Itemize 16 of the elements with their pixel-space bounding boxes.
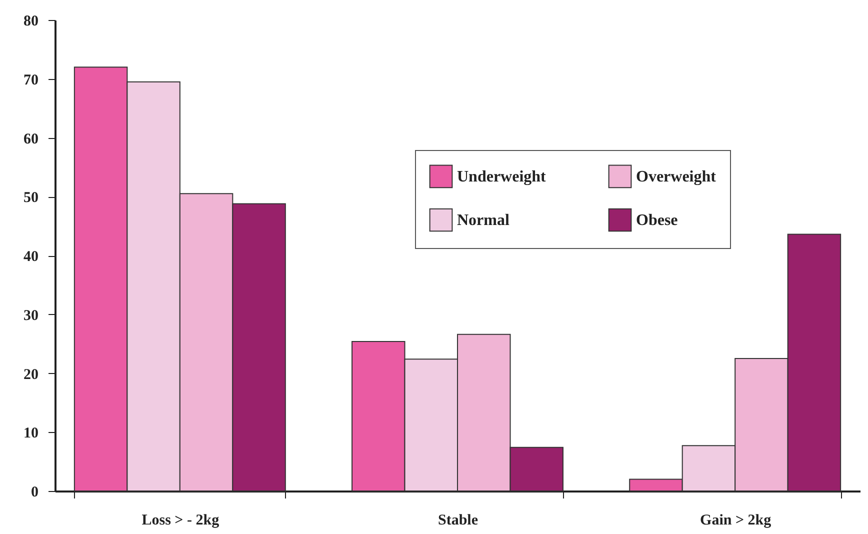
- x-tick-label: Stable: [438, 512, 478, 528]
- legend-label: Normal: [457, 212, 510, 229]
- legend-label: Underweight: [457, 168, 547, 186]
- y-tick-label: 30: [24, 308, 38, 324]
- y-tick-label: 70: [24, 72, 38, 88]
- x-tick-label: Gain > 2kg: [700, 512, 772, 528]
- y-tick-label: 40: [24, 249, 38, 265]
- y-tick-label: 60: [24, 131, 38, 148]
- y-tick-label: 20: [24, 366, 38, 383]
- legend-label: Overweight: [636, 168, 717, 186]
- y-tick-label: 10: [24, 426, 38, 442]
- y-tick-label: 50: [24, 190, 38, 206]
- y-tick-label: 0: [31, 484, 38, 500]
- x-tick-label: Loss > - 2kg: [142, 512, 220, 528]
- y-tick-label: 80: [24, 14, 38, 30]
- legend-label: Obese: [636, 212, 678, 229]
